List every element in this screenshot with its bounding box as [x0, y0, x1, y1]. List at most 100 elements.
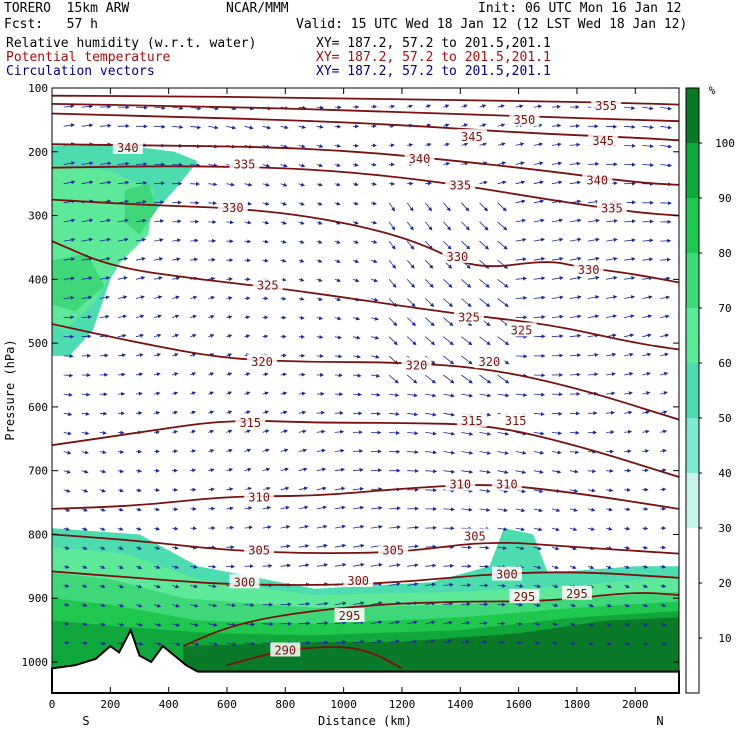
vector-201: [172, 622, 181, 627]
vector-249: [208, 429, 215, 434]
vector-317: [244, 622, 255, 627]
valid-label: Valid: 15 UTC Wed 18 Jan 12 (12 LST Wed …: [296, 17, 688, 32]
vector-119: [135, 162, 148, 167]
y-tick-label-900: 900: [28, 592, 48, 605]
vector-241: [208, 276, 216, 281]
vector-206: [190, 163, 201, 168]
vector-56: [81, 622, 88, 627]
vector-323: [262, 182, 270, 187]
vector-98: [117, 314, 127, 319]
vector-455: [334, 486, 346, 491]
vector-251: [208, 468, 215, 473]
vector-418: [316, 335, 324, 340]
vector-750: [515, 584, 524, 588]
vector-51: [81, 527, 88, 531]
vector-537: [389, 393, 400, 398]
colorbar-tick-label-60: 60: [718, 357, 731, 370]
vector-520: [370, 620, 383, 625]
vector-340: [262, 505, 272, 510]
vector-335: [262, 410, 270, 415]
vector-536: [388, 374, 399, 384]
vector-754: [533, 104, 543, 109]
theta-label-bg-315-2: [500, 412, 531, 427]
theta-label-315-0: 315: [239, 416, 261, 430]
vector-832: [569, 488, 579, 493]
vector-557: [406, 221, 414, 231]
vector-142: [135, 603, 143, 608]
vector-279: [226, 448, 233, 453]
vector-482: [352, 449, 364, 454]
x-tick-label-400: 400: [159, 698, 179, 711]
vector-467: [352, 162, 359, 167]
vector-265: [226, 182, 235, 187]
vector-627: [443, 450, 456, 455]
vector-695: [479, 640, 488, 645]
vector-81: [99, 546, 106, 550]
plot-frame: [51, 87, 680, 694]
vector-454: [334, 467, 345, 472]
theta-label-bg-315-0: [235, 414, 266, 429]
vector-391: [298, 372, 306, 377]
vector-367: [280, 467, 289, 472]
vector-618: [443, 279, 453, 288]
vector-171: [153, 603, 162, 608]
vector-235: [208, 163, 218, 168]
vector-665: [461, 620, 471, 625]
vector-939: [642, 314, 653, 319]
vector-379: [298, 144, 306, 149]
vector-575: [407, 563, 419, 568]
vector-33: [81, 180, 94, 185]
vector-848: [587, 237, 600, 242]
theta-label-bg-305-0: [244, 542, 275, 557]
vector-935: [642, 238, 654, 243]
vector-123: [135, 237, 147, 242]
vector-534: [388, 336, 398, 346]
vector-90: [117, 161, 130, 166]
vector-698: [497, 142, 506, 147]
vector-652: [461, 374, 473, 384]
vector-354: [280, 220, 287, 225]
vector-23: [63, 546, 70, 550]
theta-label-325-0: 325: [257, 279, 279, 293]
vector-95: [117, 256, 129, 261]
vector-184: [172, 295, 180, 300]
x-axis-label: Distance (km): [318, 714, 412, 728]
vector-155: [153, 295, 163, 300]
vector-669: [479, 142, 487, 147]
vector-672: [479, 202, 489, 212]
vector-399: [298, 524, 309, 529]
vector-308: [244, 448, 252, 453]
vector-614: [443, 202, 451, 212]
vector-806: [551, 546, 560, 551]
y-tick-label-700: 700: [28, 465, 48, 478]
theta-label-bg-335-2: [596, 200, 627, 215]
vector-407: [316, 124, 324, 129]
vector-796: [551, 353, 564, 358]
vector-502: [370, 278, 379, 283]
vector-824: [569, 333, 582, 338]
vector-802: [551, 469, 562, 474]
vector-862: [587, 507, 596, 512]
vector-673: [479, 221, 489, 231]
vector-765: [533, 315, 546, 320]
vector-432: [316, 601, 329, 606]
vector-694: [479, 621, 488, 626]
vector-743: [515, 450, 527, 455]
vector-734: [515, 276, 527, 281]
vector-529: [388, 240, 396, 250]
vector-909: [624, 295, 635, 300]
vector-478: [352, 373, 362, 378]
vector-211: [190, 257, 199, 262]
x-end-label-south: S: [82, 714, 89, 728]
vector-829: [569, 430, 580, 435]
vector-54: [81, 584, 88, 588]
vector-250: [208, 448, 215, 453]
vector-699: [497, 161, 507, 166]
vector-774: [533, 489, 544, 494]
vector-384: [298, 239, 305, 244]
vector-326: [262, 239, 269, 244]
vector-59: [99, 123, 112, 128]
vector-203: [190, 106, 202, 111]
vector-17: [63, 431, 72, 436]
vector-175: [172, 125, 184, 130]
